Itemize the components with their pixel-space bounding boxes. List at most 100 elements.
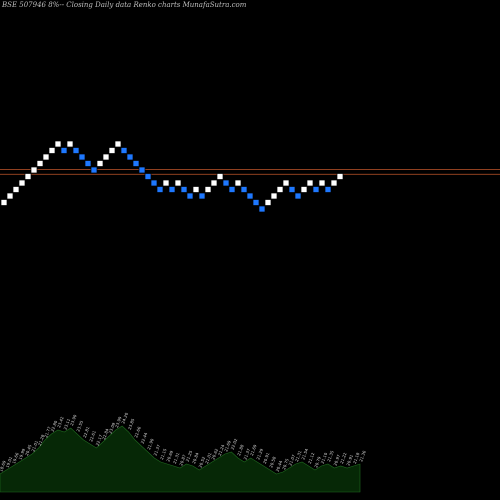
volume-panel [0, 425, 361, 493]
renko-brick-up [210, 179, 218, 187]
renko-brick-up [276, 186, 284, 193]
price-label: 21.35 [326, 449, 335, 462]
renko-brick-up [54, 140, 62, 148]
price-label: 19.66 [11, 451, 20, 464]
renko-brick-down [180, 186, 188, 193]
renko-brick-up [318, 179, 326, 187]
price-label: 20.91 [262, 451, 271, 464]
price-label: 20.44 [275, 459, 284, 472]
renko-brick-down [252, 199, 260, 206]
renko-brick-down [288, 186, 296, 193]
renko-brick-down [84, 160, 92, 167]
price-label: 21.31 [172, 451, 181, 464]
price-label: 21.31 [294, 449, 303, 462]
renko-brick-up [300, 186, 308, 193]
price-label: 22.17 [95, 433, 104, 446]
renko-brick-down [90, 166, 98, 174]
renko-brick-down [198, 192, 206, 200]
price-label: 22.02 [230, 437, 239, 450]
renko-brick-up [42, 153, 50, 161]
renko-brick-up [270, 192, 278, 200]
renko-brick-up [336, 173, 344, 180]
volume-area [0, 425, 361, 493]
price-label: 20.79 [313, 455, 322, 468]
price-label: 23.90 [69, 413, 78, 426]
price-label: 22.81 [82, 425, 91, 438]
price-label: 22.66 [133, 425, 142, 438]
reference-lines [0, 168, 500, 175]
price-label: 23.11 [63, 417, 72, 430]
renko-brick-down [246, 192, 254, 200]
price-label: 21.28 [37, 433, 46, 446]
price-label: 21.10 [320, 451, 329, 464]
price-label: 21.12 [307, 451, 316, 464]
price-label: 21.37 [153, 443, 162, 456]
price-label: 23.85 [127, 417, 136, 430]
renko-brick-up [114, 140, 122, 148]
renko-brick-down [240, 186, 248, 193]
price-label: 22.44 [140, 431, 149, 444]
renko-brick-up [216, 173, 224, 180]
price-label: 21.22 [339, 451, 348, 464]
price-label: 22.80 [50, 419, 59, 432]
renko-brick-up [192, 186, 200, 193]
renko-brick-down [324, 186, 332, 193]
renko-brick-up [264, 199, 272, 206]
price-label: 20.69 [165, 449, 174, 462]
renko-brick-down [168, 186, 176, 193]
price-label: 23.09 [108, 421, 117, 434]
price-label: 21.36 [358, 449, 367, 462]
renko-brick-up [108, 147, 116, 154]
price-label: 23.55 [75, 419, 84, 432]
renko-brick-up [6, 192, 14, 200]
renko-brick-up [36, 160, 44, 167]
renko-bricks [0, 140, 344, 213]
price-label: 20.45 [24, 443, 33, 456]
chart-title: BSE 507946 8%-- Closing Daily data Renko… [2, 1, 247, 9]
renko-brick-up [282, 179, 290, 187]
renko-brick-up [306, 179, 314, 187]
renko-brick-down [258, 205, 266, 213]
renko-brick-up [12, 186, 20, 193]
price-label: 23.99 [114, 415, 123, 428]
price-label: 18.69 [0, 459, 7, 472]
price-label: 21.90 [146, 437, 155, 450]
renko-brick-up [18, 179, 26, 187]
price-label: 21.29 [255, 447, 264, 460]
price-label: 20.97 [333, 453, 342, 466]
renko-brick-down [72, 147, 80, 154]
renko-brick-down [222, 179, 230, 187]
renko-brick-up [96, 160, 104, 167]
price-label: 21.77 [43, 425, 52, 438]
renko-brick-down [156, 186, 164, 193]
price-label: 21.69 [249, 443, 258, 456]
price-label: 24.20 [120, 411, 129, 424]
renko-brick-down [132, 160, 140, 167]
renko-brick-up [66, 140, 74, 148]
price-label: 23.42 [56, 415, 65, 428]
renko-brick-up [204, 186, 212, 193]
price-label: 20.87 [178, 453, 187, 466]
price-label: 21.37 [243, 447, 252, 460]
price-label: 19.99 [18, 447, 27, 460]
price-label: 20.84 [191, 451, 200, 464]
price-label: 21.54 [300, 447, 309, 460]
renko-brick-up [330, 179, 338, 187]
price-label: 21.15 [159, 447, 168, 460]
renko-brick-up [0, 199, 8, 206]
renko-brick-up [30, 166, 38, 174]
renko-brick-down [150, 179, 158, 187]
renko-brick-up [24, 173, 32, 180]
price-label: 21.25 [185, 449, 194, 462]
price-label: 21.18 [352, 451, 361, 464]
price-labels: 18.6919.0119.6619.9920.4521.0121.2821.77… [0, 411, 367, 472]
renko-brick-down [78, 153, 86, 161]
price-label: 21.69 [223, 439, 232, 452]
price-label: 21.88 [236, 443, 245, 456]
price-label: 19.01 [5, 455, 14, 468]
renko-brick-down [186, 192, 194, 200]
renko-brick-up [234, 179, 242, 187]
price-label: 20.91 [345, 453, 354, 466]
price-label: 21.24 [217, 443, 226, 456]
